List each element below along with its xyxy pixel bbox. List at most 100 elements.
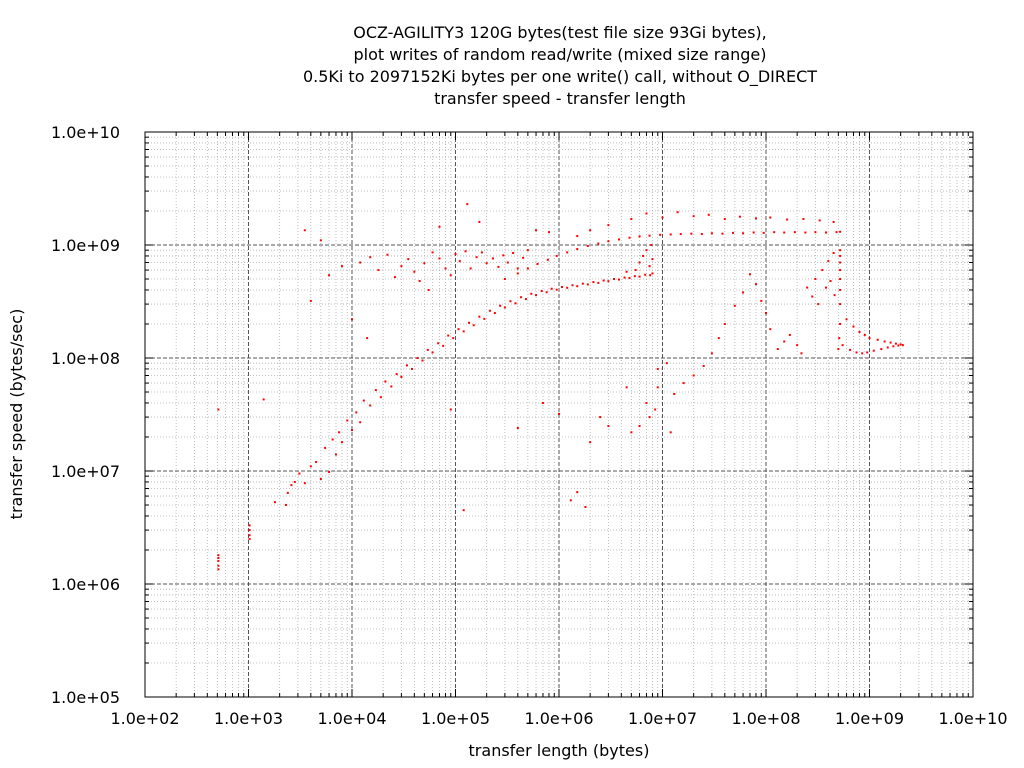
y-tick-label: 1.0e+09 xyxy=(51,236,120,255)
data-point xyxy=(645,249,648,252)
data-point xyxy=(783,231,786,234)
data-point xyxy=(485,262,488,265)
data-point xyxy=(692,215,695,218)
data-point xyxy=(732,231,735,234)
data-point xyxy=(894,342,897,345)
data-point xyxy=(566,251,569,254)
data-point xyxy=(832,220,835,223)
data-point xyxy=(648,234,651,237)
data-point xyxy=(303,482,306,485)
data-point xyxy=(576,491,579,494)
data-point xyxy=(328,274,331,277)
data-point xyxy=(558,412,560,415)
data-point xyxy=(488,309,491,312)
data-point xyxy=(855,351,858,354)
data-point xyxy=(520,296,523,299)
data-point xyxy=(676,211,679,214)
data-point xyxy=(654,408,657,411)
y-tick-label: 1.0e+05 xyxy=(51,688,120,707)
data-point xyxy=(472,324,475,327)
data-point xyxy=(638,275,641,278)
data-point xyxy=(773,231,776,234)
data-point xyxy=(406,364,409,367)
data-point xyxy=(839,303,842,306)
data-point xyxy=(334,453,337,456)
data-point xyxy=(366,337,369,340)
data-point xyxy=(374,389,377,392)
data-point xyxy=(438,257,441,260)
x-tick-label: 1.0e+08 xyxy=(731,709,800,728)
data-point xyxy=(535,229,538,232)
data-point xyxy=(437,342,440,345)
data-point xyxy=(497,265,500,268)
data-point xyxy=(597,281,600,284)
data-point xyxy=(400,265,403,268)
data-point xyxy=(400,375,403,378)
data-point xyxy=(442,344,445,347)
data-point xyxy=(248,534,251,537)
data-point xyxy=(886,346,889,349)
data-point xyxy=(438,225,441,228)
data-point xyxy=(509,300,512,303)
data-point xyxy=(449,274,452,277)
data-point xyxy=(707,213,710,216)
y-tick-label: 1.0e+10 xyxy=(51,123,120,142)
data-point xyxy=(217,556,220,559)
data-point xyxy=(589,229,592,232)
data-point xyxy=(607,280,610,283)
data-point xyxy=(480,251,483,254)
data-point xyxy=(540,289,543,292)
data-point xyxy=(413,270,416,273)
data-point xyxy=(648,265,651,268)
data-point xyxy=(821,269,824,272)
data-point xyxy=(569,499,572,502)
data-point xyxy=(319,239,322,242)
data-point xyxy=(217,554,220,557)
y-tick-label: 1.0e+06 xyxy=(51,575,120,594)
data-point xyxy=(547,231,550,234)
data-point xyxy=(416,357,419,359)
x-tick-labels: 1.0e+02 1.0e+03 1.0e+04 1.0e+05 1.0e+06 1.0e+… xyxy=(110,709,1007,728)
data-point xyxy=(340,441,343,444)
data-point xyxy=(478,220,481,223)
data-point xyxy=(733,304,736,307)
data-point xyxy=(839,269,842,272)
data-point xyxy=(710,232,713,235)
data-point xyxy=(630,217,633,220)
data-point xyxy=(723,322,726,325)
data-point xyxy=(516,427,519,430)
data-point xyxy=(286,491,289,494)
data-point xyxy=(638,235,641,238)
data-point xyxy=(832,251,835,254)
data-point xyxy=(702,364,705,367)
data-point xyxy=(788,333,791,336)
data-point xyxy=(530,292,533,295)
data-point xyxy=(762,231,765,234)
data-point xyxy=(599,416,602,419)
data-point xyxy=(545,291,548,294)
data-point xyxy=(447,334,450,337)
data-point xyxy=(833,294,836,297)
x-tick-label: 1.0e+04 xyxy=(317,709,386,728)
data-point xyxy=(863,333,866,336)
data-point xyxy=(584,506,587,509)
data-point xyxy=(837,348,840,351)
data-point xyxy=(426,348,429,351)
data-point xyxy=(309,465,312,468)
data-point xyxy=(897,344,900,347)
data-point xyxy=(858,330,861,333)
data-point xyxy=(827,260,830,263)
data-point xyxy=(359,421,362,424)
data-point xyxy=(760,299,763,302)
data-point xyxy=(754,217,757,220)
data-point xyxy=(630,431,633,434)
data-point xyxy=(625,386,628,389)
data-point xyxy=(526,249,529,252)
data-point xyxy=(499,304,502,307)
data-point xyxy=(506,261,509,264)
title-line-3: 0.5Ki to 2097152Ki bytes per one write()… xyxy=(303,67,817,87)
title-line-4: transfer speed - transfer length xyxy=(434,89,686,108)
data-point xyxy=(589,441,592,444)
x-tick-label: 1.0e+10 xyxy=(938,709,1007,728)
